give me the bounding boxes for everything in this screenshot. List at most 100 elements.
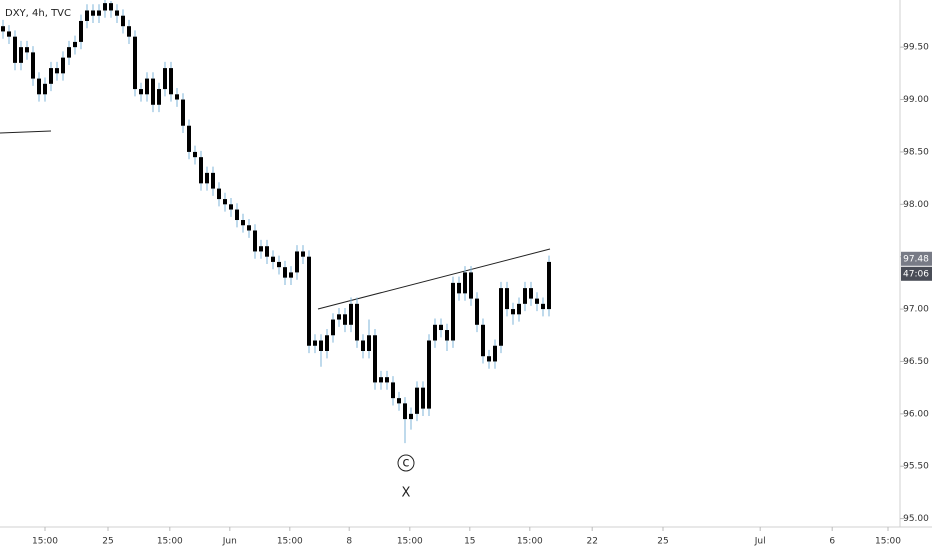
candle-body: [487, 356, 491, 362]
candle-body: [511, 309, 515, 315]
candle-body: [97, 10, 101, 16]
candle-body: [379, 377, 383, 383]
candle-body: [253, 230, 257, 252]
x-tick-label: 15:00: [277, 537, 303, 547]
x-tick-label: 25: [102, 537, 113, 547]
candle-body: [373, 335, 377, 383]
candle-body: [79, 20, 83, 42]
candle-body: [385, 377, 389, 383]
y-tick-label: 96.00: [903, 409, 929, 419]
candle-body: [217, 188, 221, 200]
candle-body: [517, 303, 521, 315]
candle-body: [103, 3, 107, 11]
candle-body: [313, 340, 317, 346]
candle-body: [121, 15, 125, 27]
candle-body: [493, 345, 497, 362]
candle-body: [307, 256, 311, 346]
candle-body: [85, 10, 89, 21]
candle-body: [7, 31, 11, 37]
x-tick-label: Jul: [754, 537, 766, 547]
candle-body: [397, 398, 401, 404]
candle-body: [349, 303, 353, 325]
candle-body: [481, 324, 485, 357]
candle-body: [523, 288, 527, 304]
candle-body: [331, 319, 335, 336]
candle-body: [61, 57, 65, 74]
candle-body: [25, 47, 29, 53]
candle-body: [187, 125, 191, 152]
candle-body: [427, 340, 431, 409]
candle-body: [505, 288, 509, 310]
y-tick-label: 97.00: [903, 305, 929, 315]
x-tick-label: 15:00: [32, 537, 58, 547]
candle-body: [421, 387, 425, 409]
x-tick-label: 8: [346, 537, 352, 547]
candle-body: [115, 10, 119, 16]
candle-body: [67, 47, 71, 58]
candle-body: [175, 94, 179, 100]
candle-body: [259, 246, 263, 252]
trend-line: [317, 248, 551, 310]
candle-body: [241, 220, 245, 226]
last-price-tag: [901, 251, 932, 266]
candle-body: [235, 209, 239, 221]
candle-body: [391, 382, 395, 399]
candle-body: [283, 267, 287, 278]
candle-body: [319, 340, 323, 351]
wave-label: c: [402, 456, 409, 471]
candle-body: [325, 335, 329, 351]
last-price-label: 97.48: [903, 254, 929, 264]
candle-body: [535, 298, 539, 304]
y-tick-label: 98.00: [903, 200, 929, 210]
candle-body: [109, 3, 113, 11]
candle-body: [409, 413, 413, 420]
candle-body: [211, 172, 215, 189]
candle-body: [355, 303, 359, 341]
candle-body: [193, 151, 197, 158]
x-tick-label: 15: [464, 537, 475, 547]
candle-body: [163, 68, 167, 90]
candle-body: [133, 36, 137, 90]
candle-body: [475, 298, 479, 325]
candle-body: [547, 261, 551, 310]
candle-body: [91, 10, 95, 16]
candle-body: [403, 403, 407, 420]
y-tick-label: 96.50: [903, 357, 929, 367]
candle-body: [31, 52, 35, 79]
point-label: X: [402, 486, 411, 501]
candle-body: [277, 261, 281, 268]
y-tick-label: 95.50: [903, 462, 929, 472]
candle-body: [469, 272, 473, 299]
x-tick-label: 15:00: [157, 537, 183, 547]
candle-body: [463, 272, 467, 294]
candle-body: [49, 68, 53, 84]
candle-body: [145, 78, 149, 95]
candle-body: [181, 99, 185, 126]
x-tick-label: 22: [586, 537, 597, 547]
x-tick-label: 25: [657, 537, 668, 547]
candle-body: [169, 68, 173, 95]
candle-body: [415, 387, 419, 414]
candle-body: [499, 288, 503, 346]
candle-body: [295, 251, 299, 273]
y-tick-label: 99.50: [903, 43, 929, 53]
candle-body: [247, 225, 251, 231]
candle-body: [337, 314, 341, 320]
y-tick-label: 95.00: [903, 514, 929, 524]
candle-body: [13, 36, 17, 63]
candle-body: [37, 78, 41, 95]
candle-body: [205, 172, 209, 184]
candle-body: [229, 204, 233, 210]
y-tick-label: 99.00: [903, 95, 929, 105]
candle-body: [55, 68, 59, 74]
candle-body: [265, 246, 269, 257]
x-tick-label: 6: [829, 537, 835, 547]
chart-title: DXY, 4h, TVC: [5, 8, 71, 19]
candle-body: [301, 251, 305, 257]
candle-body: [541, 303, 545, 310]
candle-body: [127, 26, 131, 37]
candle-body: [433, 324, 437, 341]
candle-body: [223, 199, 227, 205]
candle-body: [157, 89, 161, 105]
